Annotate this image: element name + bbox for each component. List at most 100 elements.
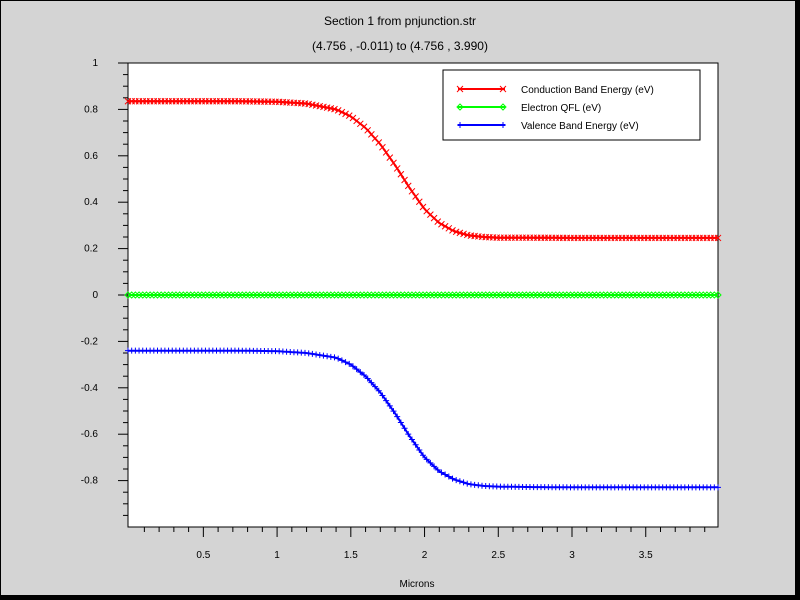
data-point (394, 413, 401, 420)
x-tick-label: 2 (422, 550, 428, 561)
series-1 (124, 291, 722, 299)
data-point (415, 198, 423, 206)
data-point (372, 383, 379, 390)
data-point (438, 469, 445, 476)
data-point (331, 354, 338, 361)
data-point (368, 379, 375, 386)
data-point (416, 446, 423, 453)
data-point (499, 103, 507, 111)
data-point (305, 350, 312, 357)
data-point (456, 229, 464, 237)
data-point (390, 408, 397, 415)
legend-label: Valence Band Energy (eV) (521, 121, 639, 132)
x-tick-label: 0.5 (196, 550, 210, 561)
y-tick-label: 0.8 (84, 104, 98, 115)
y-tick-label: 0.2 (84, 244, 98, 255)
legend: Conduction Band Energy (eV) Electron QFL … (442, 69, 701, 141)
data-point (464, 480, 471, 487)
y-tick-label: 0.6 (84, 151, 98, 162)
data-point (316, 352, 323, 359)
data-point (412, 193, 419, 200)
x-axis-label: Microns (399, 579, 434, 590)
series-0 (124, 97, 722, 242)
data-point (438, 220, 445, 228)
data-point (379, 143, 386, 151)
data-point (397, 419, 404, 426)
data-point (349, 363, 356, 370)
data-point (420, 452, 426, 459)
data-point (714, 291, 722, 299)
data-point (456, 103, 464, 111)
data-point (449, 475, 456, 482)
data-point (408, 436, 415, 443)
y-tick-label: 0.4 (84, 197, 98, 208)
data-point (460, 479, 467, 486)
data-point (431, 463, 438, 470)
data-point (401, 176, 408, 184)
legend-item: Valence Band Energy (eV) (457, 121, 639, 132)
data-point (445, 473, 452, 480)
x-tick-label: 3.5 (639, 550, 653, 561)
data-point (714, 234, 722, 242)
data-point (401, 425, 408, 432)
data-point (393, 165, 401, 172)
data-point (357, 369, 364, 376)
data-point (327, 353, 334, 360)
data-point (342, 110, 349, 118)
data-point (445, 224, 453, 232)
y-tick-label: -0.8 (81, 476, 99, 487)
data-point (353, 366, 360, 373)
data-point (715, 484, 721, 491)
legend-label: Conduction Band Energy (eV) (521, 85, 654, 96)
data-point (412, 441, 419, 448)
data-point (423, 456, 430, 463)
data-point (441, 222, 449, 230)
data-point (456, 85, 464, 93)
chart-subtitle: (4.756 , -0.011) to (4.756 , 3.990) (312, 39, 488, 53)
data-point (500, 122, 506, 128)
x-tick-label: 2.5 (491, 550, 505, 561)
data-point (313, 351, 320, 358)
data-point (405, 431, 412, 438)
data-point (338, 357, 345, 364)
y-tick-label: -0.4 (81, 383, 99, 394)
chart-title: Section 1 from pnjunction.str (323, 14, 477, 28)
series-2 (125, 347, 721, 491)
data-point (427, 459, 434, 466)
data-point (390, 159, 397, 167)
y-tick-label: 0 (92, 290, 98, 301)
data-point (452, 228, 460, 236)
data-point (375, 387, 382, 394)
y-tick-label: 1 (92, 58, 98, 69)
legend-item: Electron QFL (eV) (456, 103, 601, 114)
data-point (382, 149, 390, 156)
data-point (499, 85, 507, 93)
data-point (383, 397, 390, 404)
series-layer (124, 97, 722, 491)
data-point (353, 117, 360, 125)
data-point (386, 154, 394, 162)
data-point (324, 353, 331, 360)
x-tick-label: 3 (569, 550, 575, 561)
legend-item: Conduction Band Energy (eV) (456, 85, 654, 96)
legend-box (442, 69, 701, 141)
data-point (346, 360, 353, 367)
data-point (342, 359, 349, 366)
data-point (335, 355, 342, 362)
data-point (434, 218, 442, 225)
x-axis: 0.5 1 1.5 2 2.5 3 3.5 (143, 527, 706, 561)
data-point (331, 105, 338, 113)
data-point (320, 352, 327, 359)
x-tick-label: 1 (274, 550, 280, 561)
data-point (404, 182, 412, 190)
legend-label: Electron QFL (eV) (521, 103, 601, 114)
data-point (453, 477, 460, 484)
data-point (434, 466, 441, 473)
data-point (408, 187, 416, 195)
data-point (457, 122, 463, 128)
data-point (345, 112, 353, 119)
x-tick-label: 1.5 (344, 550, 358, 561)
data-point (379, 392, 386, 399)
data-point (386, 402, 393, 409)
